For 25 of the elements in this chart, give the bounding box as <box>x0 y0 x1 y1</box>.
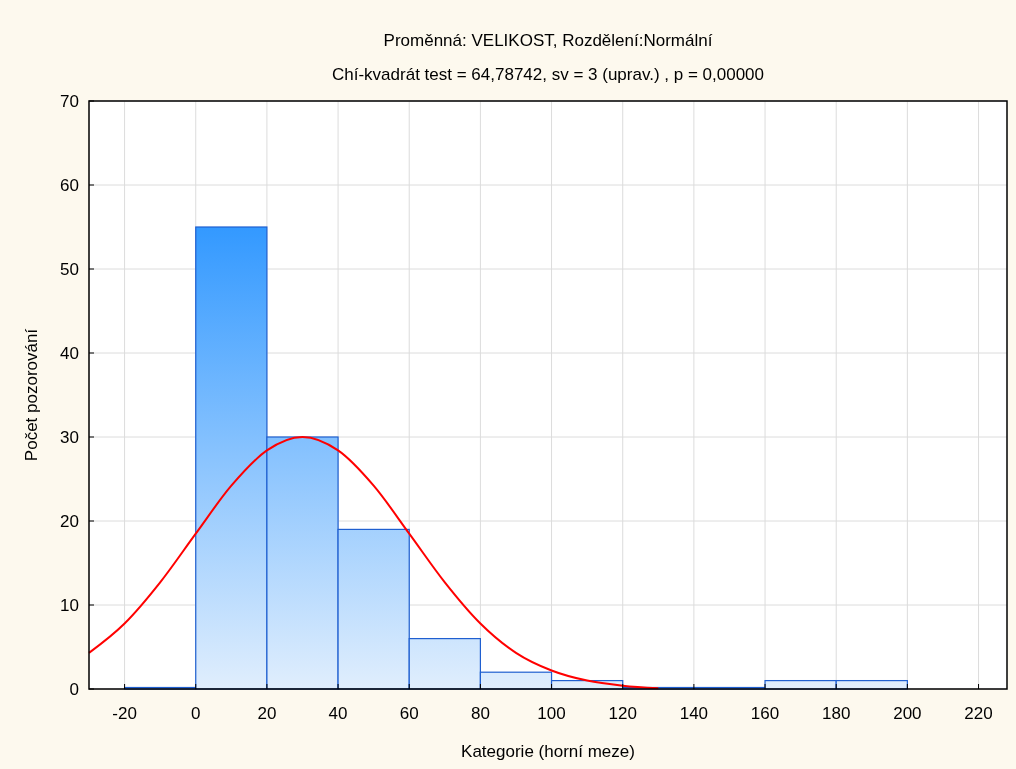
x-tick-label: 60 <box>399 704 419 723</box>
x-tick-label: 100 <box>537 704 566 723</box>
x-tick-label: 180 <box>822 704 851 723</box>
x-tick-label: 20 <box>257 704 277 723</box>
x-axis-title: Kategorie (horní meze) <box>461 742 635 761</box>
x-tick-label: 160 <box>750 704 780 723</box>
y-axis-title: Počet pozorování <box>22 328 41 462</box>
y-tick-label: 20 <box>60 512 79 531</box>
x-tick-label: -20 <box>112 704 137 723</box>
y-tick-label: 50 <box>60 260 79 279</box>
chart-title: Proměnná: VELIKOST, Rozdělení:Normální <box>383 31 713 50</box>
x-tick-label: 80 <box>470 704 490 723</box>
y-tick-label: 40 <box>60 344 79 363</box>
y-tick-label: 70 <box>60 92 79 111</box>
x-tick-label: 140 <box>679 704 709 723</box>
chart-subtitle: Chí-kvadrát test = 64,78742, sv = 3 (uprav.) , p = 0,00000 <box>331 65 765 84</box>
y-tick-label: 0 <box>69 680 79 699</box>
x-tick-label: 0 <box>191 704 201 723</box>
y-tick-label: 10 <box>60 596 79 615</box>
x-tick-label: 120 <box>608 704 637 723</box>
y-tick-label: 60 <box>60 176 79 195</box>
x-tick-label: 40 <box>328 704 348 723</box>
y-tick-label: 30 <box>60 428 79 447</box>
x-tick-label: 200 <box>893 704 922 723</box>
x-tick-label: 220 <box>964 704 993 723</box>
